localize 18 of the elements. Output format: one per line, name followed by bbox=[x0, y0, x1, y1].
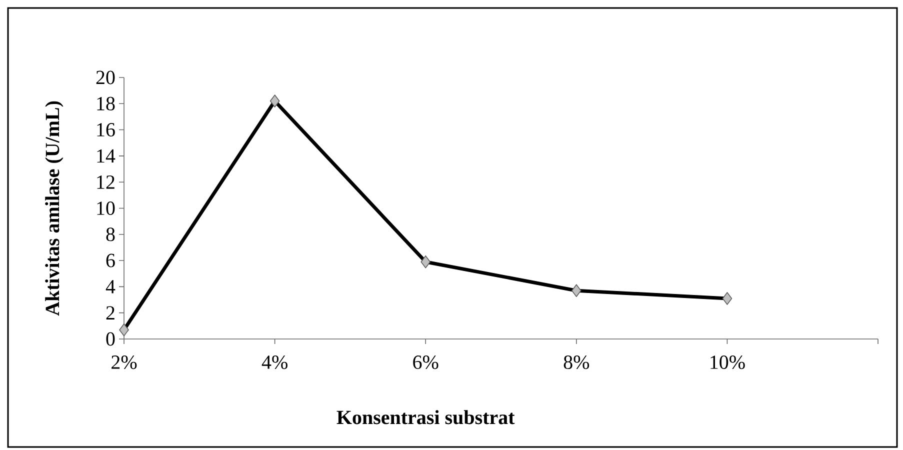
y-tick-label: 18 bbox=[97, 96, 115, 110]
x-tick-label: 4% bbox=[262, 356, 288, 370]
y-axis-title: Aktivitas amilase (U/mL) bbox=[45, 101, 64, 316]
y-tick-label: 10 bbox=[97, 201, 115, 215]
x-tick-label: 6% bbox=[413, 356, 438, 370]
y-tick-label: 0 bbox=[106, 332, 115, 346]
y-tick-label: 20 bbox=[96, 70, 115, 84]
y-tick-label: 16 bbox=[97, 123, 115, 137]
y-tick-label: 2 bbox=[106, 306, 114, 320]
y-tick-label: 4 bbox=[106, 280, 116, 294]
y-tick-label: 14 bbox=[97, 149, 116, 163]
y-tick-label: 8 bbox=[106, 228, 115, 242]
x-tick-label: 2% bbox=[112, 356, 137, 370]
x-axis-title: Konsentrasi substrat bbox=[336, 410, 515, 424]
y-tick-label: 6 bbox=[106, 254, 115, 268]
x-tick-label: 8% bbox=[564, 356, 590, 370]
x-tick-label: 10% bbox=[710, 356, 745, 370]
y-tick-label: 12 bbox=[97, 175, 114, 189]
